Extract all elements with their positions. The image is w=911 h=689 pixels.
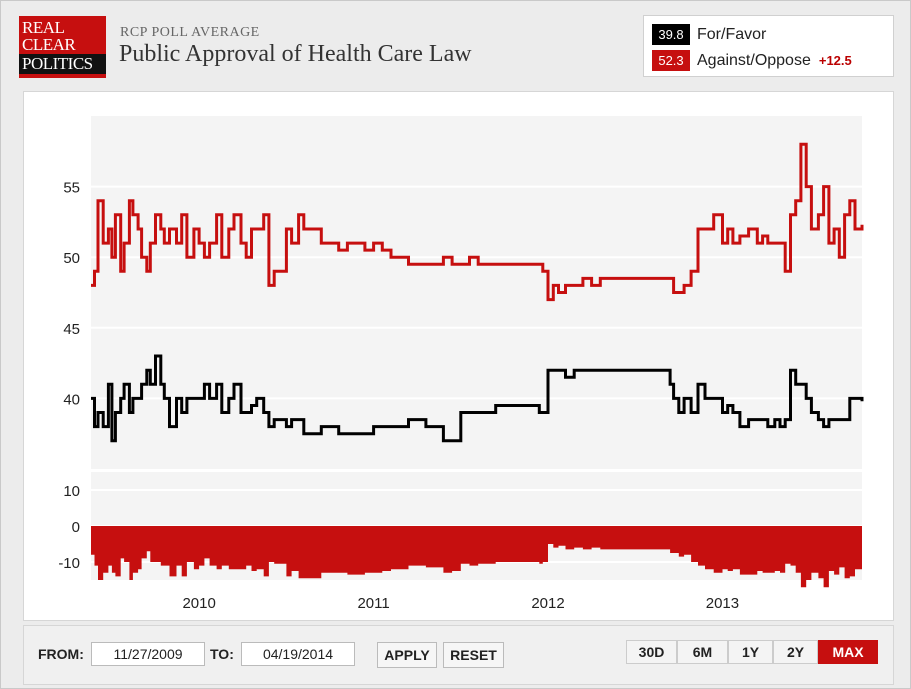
range-max-button[interactable]: MAX [818, 640, 878, 664]
spread-y-tick-label: -10 [58, 555, 80, 572]
legend-box: 39.8 For/Favor 52.3 Against/Oppose +12.5 [643, 15, 894, 77]
range-1y-button[interactable]: 1Y [728, 640, 773, 664]
from-label: FROM: [38, 646, 84, 662]
rcp-logo[interactable]: REAL CLEAR POLITICS [19, 16, 106, 78]
chart-title: Public Approval of Health Care Law [119, 41, 472, 67]
chart-panel: 40 45 50 55 -10 0 10 2010 2011 2012 2013 [23, 91, 894, 621]
range-2y-button[interactable]: 2Y [773, 640, 818, 664]
oppose-label: Against/Oppose [697, 51, 811, 69]
main-y-tick-label: 40 [63, 391, 80, 408]
against-oppose-line [91, 142, 864, 302]
x-tick-label: 2011 [357, 595, 389, 612]
from-date-input[interactable] [91, 642, 205, 666]
main-plot-area [91, 116, 862, 469]
main-y-tick-label: 55 [63, 180, 80, 197]
x-tick-label: 2013 [706, 595, 739, 612]
to-label: TO: [210, 646, 234, 662]
logo-line-2: CLEAR [22, 35, 76, 54]
range-6m-button[interactable]: 6M [677, 640, 728, 664]
main-y-tick-label: 45 [63, 321, 80, 338]
favor-label: For/Favor [697, 25, 767, 43]
header-subtitle: RCP POLL AVERAGE [120, 25, 260, 40]
favor-value-badge: 39.8 [652, 24, 690, 45]
logo-line-1: REAL [22, 18, 65, 37]
apply-button[interactable]: APPLY [377, 642, 437, 668]
legend-favor: 39.8 For/Favor [652, 24, 766, 46]
main-y-tick-label: 50 [63, 250, 80, 267]
spread-value: +12.5 [818, 53, 852, 68]
x-tick-label: 2010 [182, 595, 215, 612]
x-tick-label: 2012 [531, 595, 564, 612]
spread-y-tick-label: 10 [63, 483, 80, 500]
legend-oppose: 52.3 Against/Oppose +12.5 [652, 50, 852, 72]
logo-line-3: POLITICS [19, 54, 106, 74]
date-range-controls: FROM: TO: APPLY RESET 30D 6M 1Y 2Y MAX [23, 625, 894, 685]
spread-area [91, 526, 862, 588]
for-favor-line [91, 354, 864, 443]
oppose-value-badge: 52.3 [652, 50, 690, 71]
to-date-input[interactable] [241, 642, 355, 666]
chart-svg[interactable]: 40 45 50 55 -10 0 10 2010 2011 2012 2013 [24, 92, 893, 620]
range-30d-button[interactable]: 30D [626, 640, 677, 664]
reset-button[interactable]: RESET [443, 642, 504, 668]
spread-y-tick-label: 0 [72, 519, 80, 536]
